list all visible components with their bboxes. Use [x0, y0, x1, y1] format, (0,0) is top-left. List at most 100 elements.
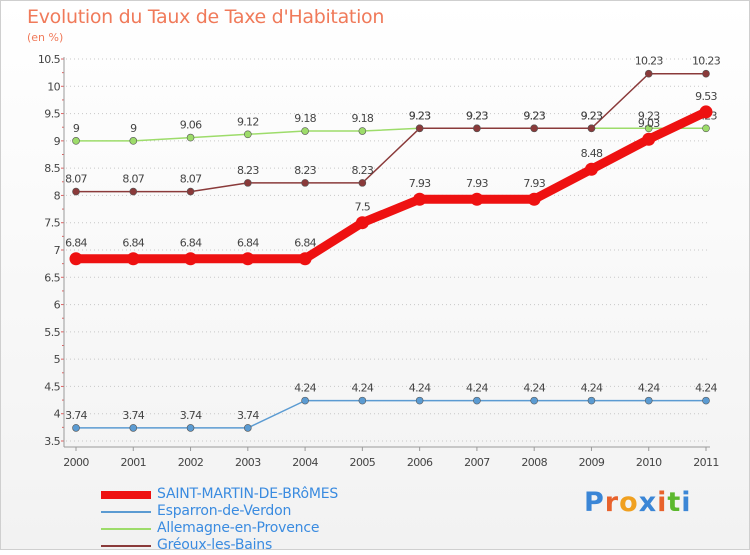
data-label: 9.06: [180, 119, 202, 132]
data-point: [72, 187, 80, 196]
legend-label: Allemagne-en-Provence: [157, 520, 320, 536]
data-label: 9.23: [409, 109, 431, 122]
proxiti-logo: Proxiti: [584, 487, 692, 518]
x-tick-label: 2000: [63, 456, 89, 469]
x-tick-label: 2001: [120, 456, 146, 469]
data-label: 9.18: [294, 112, 316, 125]
data-label: 9.23: [581, 109, 603, 122]
data-label: 9.23: [638, 109, 660, 122]
data-label: 9.03: [638, 117, 660, 130]
data-label: 8.07: [122, 173, 144, 186]
data-point: [241, 252, 255, 266]
data-point: [358, 396, 367, 405]
data-point: [530, 396, 538, 405]
data-label: 9.23: [523, 109, 545, 122]
y-tick-label: 4.5: [44, 380, 60, 393]
series-line: [75, 399, 707, 429]
data-label: 3.74: [65, 409, 87, 422]
data-point: [530, 124, 538, 133]
data-point: [358, 179, 367, 187]
logo-letter: o: [619, 487, 639, 518]
y-tick-label: 8: [54, 189, 61, 202]
y-tick-label: 3.5: [44, 435, 60, 448]
data-label: 9.12: [237, 115, 259, 128]
y-tick-label: 6.5: [44, 271, 60, 284]
data-label: 10.23: [635, 55, 664, 68]
x-tick-label: 2004: [292, 456, 318, 469]
data-label: 4.24: [294, 382, 316, 395]
legend-label: Gréoux-les-Bains: [157, 537, 273, 553]
data-label: 3.74: [237, 409, 259, 422]
data-point: [186, 424, 195, 432]
y-tick-label: 5: [54, 353, 61, 366]
data-label: 3.74: [180, 409, 202, 422]
data-label: 9.23: [466, 109, 488, 122]
data-point: [415, 396, 424, 405]
data-point: [301, 179, 309, 187]
data-label: 9.53: [695, 90, 717, 103]
x-tick-label: 2005: [350, 456, 376, 469]
series-line: [75, 72, 707, 193]
data-label: 6.84: [294, 237, 316, 250]
x-tick-label: 2006: [407, 456, 433, 469]
series-line: [71, 107, 711, 264]
series-line: [75, 127, 707, 142]
x-tick-label: 2008: [521, 456, 547, 469]
logo-letter: i: [681, 487, 692, 518]
data-point: [644, 396, 653, 405]
data-point: [298, 252, 312, 266]
data-label: 4.24: [581, 382, 603, 395]
data-point: [186, 187, 195, 196]
data-label: 7.93: [409, 177, 431, 190]
data-label: 8.07: [180, 173, 202, 186]
data-point: [415, 124, 424, 133]
data-point: [473, 396, 481, 405]
y-tick-label: 8.5: [44, 162, 60, 175]
logo-letter: P: [584, 487, 605, 518]
data-point: [587, 124, 596, 133]
data-point: [644, 124, 653, 133]
data-point: [702, 396, 710, 405]
data-label: 9.23: [409, 109, 431, 122]
legend-swatch: [101, 511, 151, 513]
data-point: [301, 396, 309, 405]
data-label: 9: [130, 122, 137, 135]
data-point: [355, 216, 369, 230]
data-point: [72, 424, 80, 432]
logo-letter: x: [638, 487, 658, 518]
data-point: [473, 124, 481, 133]
data-point: [301, 127, 309, 135]
data-point: [129, 424, 138, 432]
data-label: 6.84: [122, 237, 144, 250]
data-label: 7.5: [355, 201, 371, 214]
x-tick-label: 2010: [636, 456, 662, 469]
data-point: [244, 179, 252, 187]
data-label: 6.84: [180, 237, 202, 250]
data-point: [244, 130, 252, 139]
data-label: 8.48: [581, 147, 603, 160]
x-tick-label: 2003: [235, 456, 261, 469]
data-label: 9.23: [581, 109, 603, 122]
data-label: 7.93: [466, 177, 488, 190]
data-label: 6.84: [65, 237, 87, 250]
data-label: 7.93: [523, 177, 545, 190]
y-tick-label: 7.5: [44, 217, 60, 230]
data-point: [642, 132, 656, 146]
data-point: [527, 192, 541, 206]
chart-title: Evolution du Taux de Taxe d'Habitation: [27, 6, 385, 28]
data-label: 8.23: [237, 164, 259, 177]
y-tick-label: 10: [47, 80, 60, 93]
legend-swatch: [101, 528, 151, 530]
data-label: 6.84: [237, 237, 259, 250]
legend-swatch: [101, 545, 151, 547]
data-point: [358, 127, 367, 135]
data-point: [126, 252, 140, 266]
x-tick-label: 2002: [178, 456, 204, 469]
logo-letter: r: [604, 487, 620, 518]
legend-label: SAINT-MARTIN-DE-BRôMES: [157, 486, 339, 502]
unit-label: (en %): [27, 31, 64, 44]
data-point: [129, 137, 138, 145]
data-point: [186, 133, 195, 142]
data-label: 4.24: [409, 382, 431, 395]
